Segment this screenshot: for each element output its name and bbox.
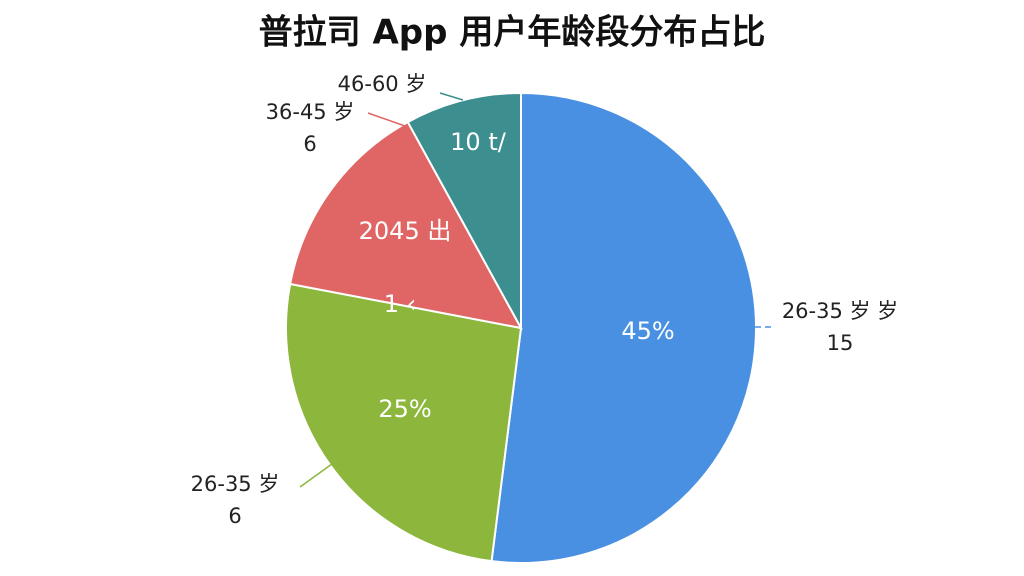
pie-slice — [285, 282, 523, 563]
leader-line — [439, 92, 464, 101]
pie-slice — [288, 120, 523, 330]
chart-title: 普拉司 App 用户年龄段分布占比 — [259, 13, 766, 53]
category-label: 26-35 岁 岁 — [782, 299, 898, 323]
category-label: 46-60 岁 — [338, 72, 427, 96]
count-label: 6 — [303, 132, 316, 156]
slice-label: 25% — [378, 395, 431, 423]
annotation: 1 ‹ — [384, 290, 417, 318]
leader-line — [299, 432, 376, 488]
slice-label: 10 t/ — [450, 128, 507, 156]
count-label: 15 — [827, 331, 854, 355]
category-label: 36-45 岁 — [266, 100, 355, 124]
slice-label: 45% — [621, 317, 674, 345]
slice-label: 2045 出 — [359, 217, 452, 245]
leader-line — [367, 112, 406, 127]
pie-slice — [490, 91, 757, 564]
count-label: 6 — [228, 504, 241, 528]
category-label: 26-35 岁 — [191, 472, 280, 496]
